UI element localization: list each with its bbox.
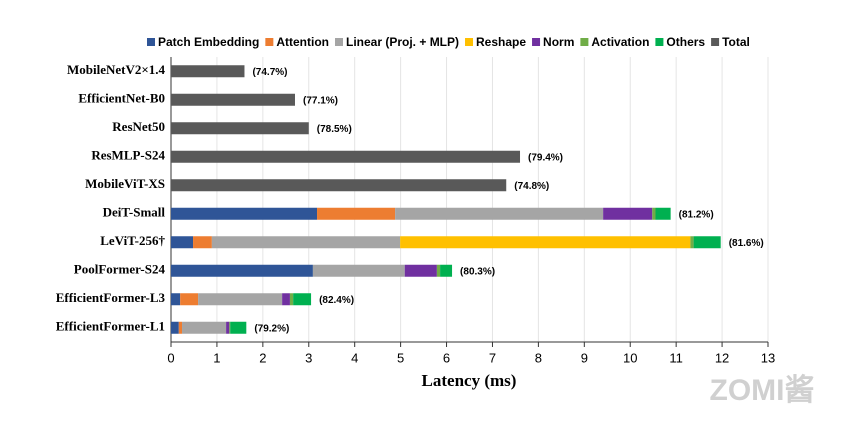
bar-segment bbox=[404, 264, 437, 277]
category-label: EfficientNet-B0 bbox=[78, 91, 165, 106]
legend-swatch bbox=[335, 38, 343, 46]
legend-swatch bbox=[265, 38, 274, 46]
x-tick-label: 8 bbox=[535, 350, 542, 365]
bar-segment bbox=[198, 293, 283, 306]
bar-segment bbox=[289, 293, 294, 306]
x-tick-label: 12 bbox=[715, 350, 729, 365]
x-tick-label: 7 bbox=[489, 350, 496, 365]
bar-segment bbox=[400, 236, 691, 249]
bar-segment bbox=[171, 236, 194, 249]
x-tick-label: 13 bbox=[761, 350, 775, 365]
bar-segment bbox=[178, 321, 183, 334]
legend-swatch bbox=[147, 38, 155, 46]
bar-segment bbox=[171, 207, 318, 220]
bar-segment bbox=[171, 65, 245, 78]
bar-segment bbox=[171, 150, 521, 163]
x-tick-label: 9 bbox=[581, 350, 588, 365]
category-label: PoolFormer-S24 bbox=[74, 262, 166, 277]
bar-segment bbox=[693, 236, 721, 249]
legend-swatch bbox=[711, 38, 720, 46]
legend-swatch bbox=[465, 38, 474, 46]
bar-segment bbox=[171, 321, 179, 334]
annotation: (81.6%) bbox=[729, 238, 764, 249]
x-tick-label: 6 bbox=[443, 350, 450, 365]
bar-segment bbox=[171, 122, 309, 135]
legend-label: Patch Embedding bbox=[158, 35, 259, 49]
legend-label: Attention bbox=[276, 35, 329, 49]
category-label: MobileNetV2×1.4 bbox=[67, 62, 166, 77]
watermark: ZOMI酱 bbox=[710, 374, 815, 407]
annotation: (74.7%) bbox=[252, 67, 287, 78]
x-tick-label: 10 bbox=[623, 350, 637, 365]
x-tick-label: 11 bbox=[669, 350, 683, 365]
category-label: DeiT-Small bbox=[103, 205, 166, 220]
legend-label: Total bbox=[722, 35, 750, 49]
x-tick-label: 2 bbox=[259, 350, 266, 365]
legend-label: Activation bbox=[591, 35, 649, 49]
category-label: ResMLP-S24 bbox=[91, 148, 165, 163]
annotation: (82.4%) bbox=[319, 295, 354, 306]
legend-label: Others bbox=[666, 35, 705, 49]
legend-swatch bbox=[580, 38, 589, 46]
legend-label: Norm bbox=[543, 35, 574, 49]
x-axis-label: Latency (ms) bbox=[422, 371, 517, 390]
legend-label: Linear (Proj. + MLP) bbox=[346, 35, 459, 49]
bar-segment bbox=[193, 236, 212, 249]
bar-segment bbox=[211, 236, 401, 249]
bar-segment bbox=[436, 264, 441, 277]
annotation: (78.5%) bbox=[317, 124, 352, 135]
x-tick-label: 0 bbox=[167, 350, 174, 365]
legend-label: Reshape bbox=[476, 35, 526, 49]
bar-segment bbox=[230, 321, 247, 334]
bar-segment bbox=[171, 264, 313, 277]
x-tick-label: 3 bbox=[305, 350, 312, 365]
category-label: LeViT-256† bbox=[100, 233, 165, 248]
bar-segment bbox=[226, 321, 230, 334]
bar-segment bbox=[171, 293, 181, 306]
annotation: (79.4%) bbox=[528, 152, 563, 163]
annotation: (74.8%) bbox=[514, 181, 549, 192]
bar-segment bbox=[182, 321, 227, 334]
category-label: ResNet50 bbox=[112, 119, 165, 134]
bar-segment bbox=[171, 93, 295, 106]
bar-segment bbox=[171, 179, 507, 192]
x-tick-label: 1 bbox=[213, 350, 220, 365]
annotation: (81.2%) bbox=[679, 209, 714, 220]
legend-swatch bbox=[655, 38, 664, 46]
bar-segment bbox=[312, 264, 405, 277]
bar-segment bbox=[229, 321, 231, 334]
legend-swatch bbox=[532, 38, 541, 46]
x-tick-label: 4 bbox=[351, 350, 358, 365]
bar-segment bbox=[440, 264, 453, 277]
bar-segment bbox=[317, 207, 396, 220]
bar-segment bbox=[282, 293, 290, 306]
bar-segment bbox=[652, 207, 656, 220]
bar-segment bbox=[395, 207, 604, 220]
annotation: (80.3%) bbox=[460, 266, 495, 277]
bar-segment bbox=[655, 207, 671, 220]
category-label: EfficientFormer-L3 bbox=[56, 290, 166, 305]
bar-segment bbox=[180, 293, 199, 306]
annotation: (79.2%) bbox=[254, 323, 289, 334]
annotation: (77.1%) bbox=[303, 95, 338, 106]
x-tick-label: 5 bbox=[397, 350, 404, 365]
bar-segment bbox=[690, 236, 694, 249]
bar-segment bbox=[603, 207, 653, 220]
category-label: MobileViT-XS bbox=[85, 176, 165, 191]
category-label: EfficientFormer-L1 bbox=[56, 319, 165, 334]
bar-segment bbox=[293, 293, 312, 306]
